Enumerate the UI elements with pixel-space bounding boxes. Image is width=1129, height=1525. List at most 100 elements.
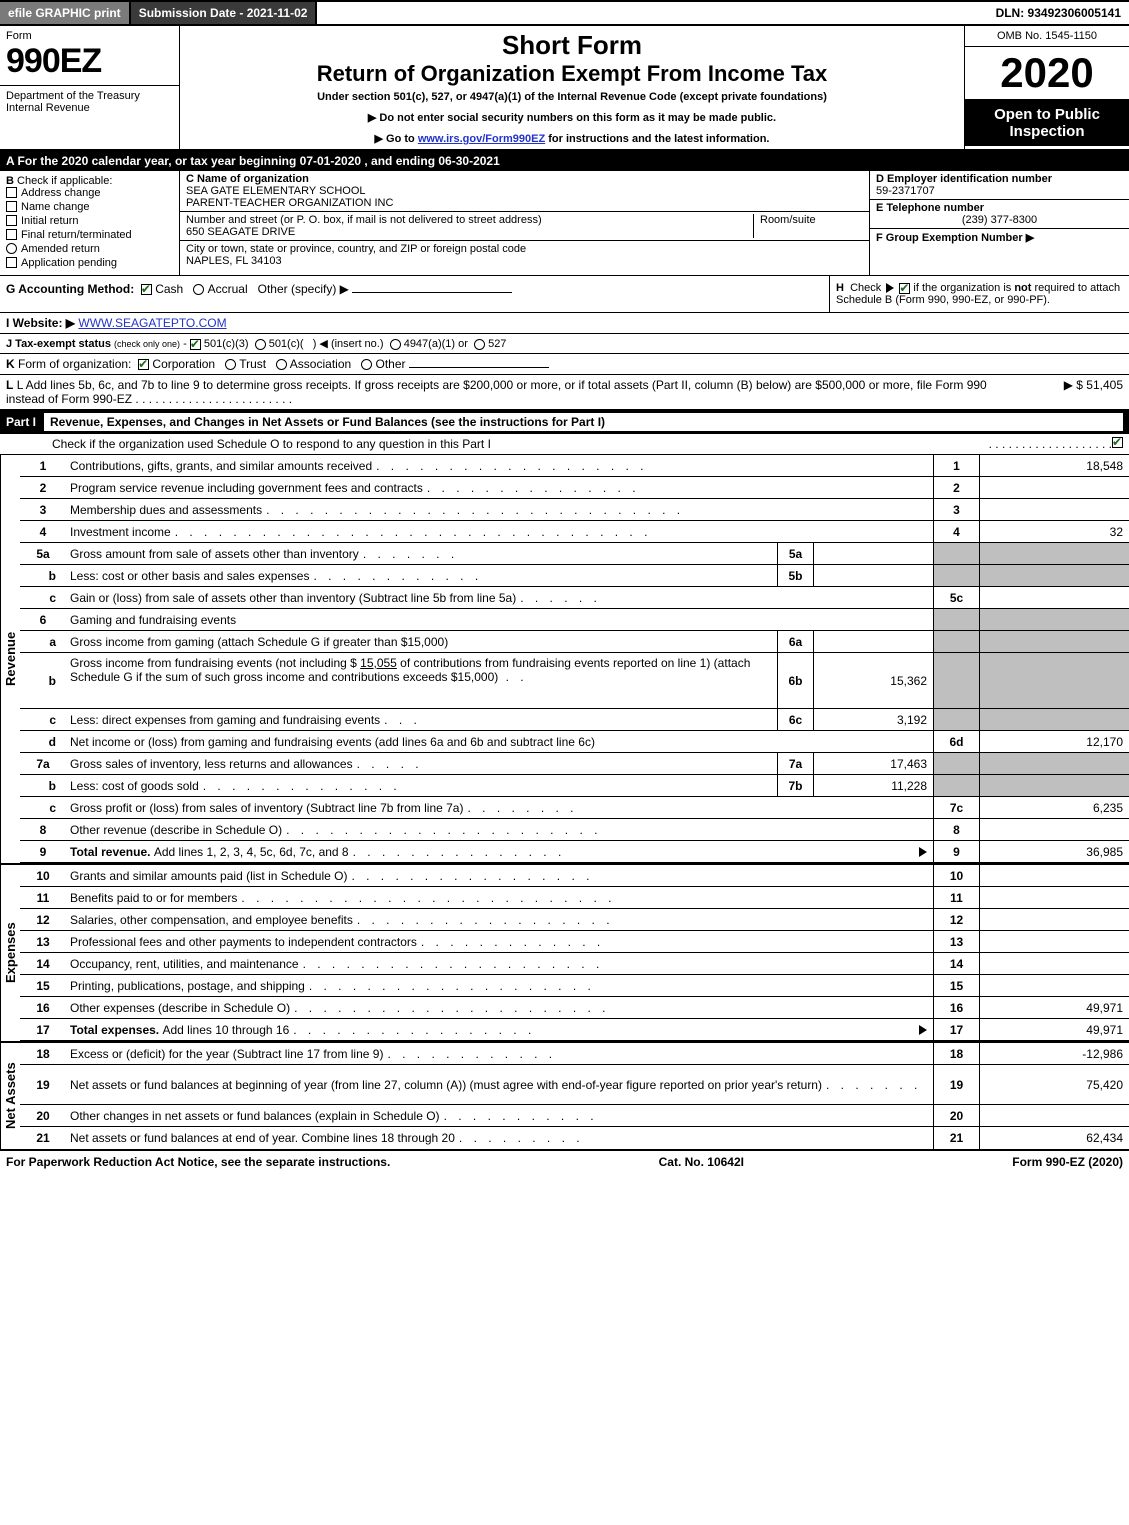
l-amount: ▶ $ 51,405 bbox=[1003, 378, 1123, 406]
fundraising-contrib-amount: 15,055 bbox=[360, 656, 397, 670]
efile-print-button[interactable]: efile GRAPHIC print bbox=[0, 2, 131, 24]
other-specify-line[interactable] bbox=[352, 292, 512, 293]
lbl-other: Other (specify) ▶ bbox=[258, 282, 349, 296]
col-c: C Name of organization SEA GATE ELEMENTA… bbox=[180, 171, 869, 275]
part1-title: Revenue, Expenses, and Changes in Net As… bbox=[44, 413, 1123, 431]
phone-value: (239) 377-8300 bbox=[876, 214, 1123, 226]
submission-date-button[interactable]: Submission Date - 2021-11-02 bbox=[131, 2, 318, 24]
footer-left: For Paperwork Reduction Act Notice, see … bbox=[6, 1155, 390, 1169]
chk-cash[interactable] bbox=[141, 284, 152, 295]
line-6b: b Gross income from fundraising events (… bbox=[20, 653, 1129, 709]
ln1-num: 1 bbox=[20, 455, 66, 476]
lbl-final-return: Final return/terminated bbox=[21, 229, 132, 241]
f-group-label: F Group Exemption Number ▶ bbox=[876, 232, 1034, 244]
triangle-icon bbox=[919, 847, 927, 857]
row-j: J Tax-exempt status (check only one) - 5… bbox=[0, 334, 1129, 354]
chk-527[interactable] bbox=[474, 339, 485, 350]
line-6c: c Less: direct expenses from gaming and … bbox=[20, 709, 1129, 731]
return-title: Return of Organization Exempt From Incom… bbox=[317, 61, 828, 87]
chk-initial-return[interactable] bbox=[6, 215, 17, 226]
other-org-line[interactable] bbox=[409, 367, 549, 368]
line-11: 11Benefits paid to or for members. . . .… bbox=[20, 887, 1129, 909]
footer-mid: Cat. No. 10642I bbox=[659, 1155, 744, 1169]
row-h: H Check if the organization is not requi… bbox=[829, 276, 1129, 312]
subtitle: Under section 501(c), 527, or 4947(a)(1)… bbox=[317, 91, 827, 103]
lbl-initial-return: Initial return bbox=[21, 215, 78, 227]
chk-accrual[interactable] bbox=[193, 284, 204, 295]
part1-label: Part I bbox=[6, 415, 44, 429]
chk-trust[interactable] bbox=[225, 359, 236, 370]
line-6d: d Net income or (loss) from gaming and f… bbox=[20, 731, 1129, 753]
goto-pre: ▶ Go to bbox=[375, 133, 418, 145]
chk-association[interactable] bbox=[276, 359, 287, 370]
org-name-1: SEA GATE ELEMENTARY SCHOOL bbox=[186, 185, 366, 197]
line-9: 9 Total revenue. Add lines 1, 2, 3, 4, 5… bbox=[20, 841, 1129, 863]
check-if-applicable: Check if applicable: bbox=[17, 175, 112, 187]
chk-address-change[interactable] bbox=[6, 187, 17, 198]
line-16: 16Other expenses (describe in Schedule O… bbox=[20, 997, 1129, 1019]
line-2: 2 Program service revenue including gove… bbox=[20, 477, 1129, 499]
line-7b: b Less: cost of goods sold. . . . . . . … bbox=[20, 775, 1129, 797]
line-10: 10Grants and similar amounts paid (list … bbox=[20, 865, 1129, 887]
top-bar: efile GRAPHIC print Submission Date - 20… bbox=[0, 0, 1129, 26]
i-label: I Website: ▶ bbox=[6, 316, 75, 330]
chk-name-change[interactable] bbox=[6, 201, 17, 212]
lbl-name-change: Name change bbox=[21, 201, 90, 213]
chk-501c3[interactable] bbox=[190, 339, 201, 350]
street-address: 650 SEAGATE DRIVE bbox=[186, 226, 295, 238]
line-7a: 7a Gross sales of inventory, less return… bbox=[20, 753, 1129, 775]
form-header: Form 990EZ Department of the Treasury In… bbox=[0, 26, 1129, 151]
lbl-application-pending: Application pending bbox=[21, 257, 117, 269]
chk-other-org[interactable] bbox=[361, 359, 372, 370]
line-7c: c Gross profit or (loss) from sales of i… bbox=[20, 797, 1129, 819]
col-de: D Employer identification number 59-2371… bbox=[869, 171, 1129, 275]
d-ein-label: D Employer identification number bbox=[876, 173, 1052, 185]
line-14: 14Occupancy, rent, utilities, and mainte… bbox=[20, 953, 1129, 975]
irs-link[interactable]: www.irs.gov/Form990EZ bbox=[418, 133, 545, 145]
row-i: I Website: ▶ WWW.SEAGATEPTO.COM bbox=[0, 313, 1129, 334]
line-19: 19Net assets or fund balances at beginni… bbox=[20, 1065, 1129, 1105]
ssn-warning: ▶ Do not enter social security numbers o… bbox=[368, 111, 776, 124]
side-expenses: Expenses bbox=[0, 865, 20, 1041]
ein-value: 59-2371707 bbox=[876, 185, 935, 197]
website-link[interactable]: WWW.SEAGATEPTO.COM bbox=[78, 316, 226, 330]
chk-amended-return[interactable] bbox=[6, 243, 17, 254]
b-heading: B bbox=[6, 175, 14, 187]
department-label: Department of the Treasury Internal Reve… bbox=[0, 85, 179, 118]
open-to-public: Open to Public Inspection bbox=[965, 100, 1129, 146]
col-b: B Check if applicable: Address change Na… bbox=[0, 171, 180, 275]
topbar-spacer bbox=[317, 2, 987, 24]
lbl-address-change: Address change bbox=[21, 187, 101, 199]
section-expenses: Expenses 10Grants and similar amounts pa… bbox=[0, 865, 1129, 1043]
chk-schedule-b-not-required[interactable] bbox=[899, 283, 910, 294]
line-12: 12Salaries, other compensation, and empl… bbox=[20, 909, 1129, 931]
line-13: 13Professional fees and other payments t… bbox=[20, 931, 1129, 953]
omb-number: OMB No. 1545-1150 bbox=[965, 26, 1129, 47]
tax-year: 2020 bbox=[965, 47, 1129, 100]
lbl-accrual: Accrual bbox=[208, 282, 248, 296]
header-left: Form 990EZ Department of the Treasury In… bbox=[0, 26, 180, 149]
part1-header: Part I Revenue, Expenses, and Changes in… bbox=[0, 410, 1129, 434]
row-g: G Accounting Method: Cash Accrual Other … bbox=[0, 276, 829, 312]
short-form-title: Short Form bbox=[502, 30, 642, 61]
header-right: OMB No. 1545-1150 2020 Open to Public In… bbox=[964, 26, 1129, 149]
chk-corporation[interactable] bbox=[138, 359, 149, 370]
row-l: L L Add lines 5b, 6c, and 7b to line 9 t… bbox=[0, 375, 1129, 410]
footer-right: Form 990-EZ (2020) bbox=[1012, 1155, 1123, 1169]
chk-application-pending[interactable] bbox=[6, 257, 17, 268]
chk-4947[interactable] bbox=[390, 339, 401, 350]
ln1-amt: 18,548 bbox=[979, 455, 1129, 476]
goto-post: for instructions and the latest informat… bbox=[545, 133, 769, 145]
line-17: 17Total expenses. Add lines 10 through 1… bbox=[20, 1019, 1129, 1041]
line-5b: b Less: cost or other basis and sales ex… bbox=[20, 565, 1129, 587]
schedule-o-check-row: Check if the organization used Schedule … bbox=[0, 434, 1129, 455]
section-netassets: Net Assets 18Excess or (deficit) for the… bbox=[0, 1043, 1129, 1151]
goto-line: ▶ Go to www.irs.gov/Form990EZ for instru… bbox=[375, 132, 770, 145]
chk-final-return[interactable] bbox=[6, 229, 17, 240]
line-4: 4 Investment income. . . . . . . . . . .… bbox=[20, 521, 1129, 543]
chk-schedule-o[interactable] bbox=[1112, 437, 1123, 448]
chk-501c[interactable] bbox=[255, 339, 266, 350]
row-a-tax-year: A For the 2020 calendar year, or tax yea… bbox=[0, 151, 1129, 171]
line-20: 20Other changes in net assets or fund ba… bbox=[20, 1105, 1129, 1127]
line-5a: 5a Gross amount from sale of assets othe… bbox=[20, 543, 1129, 565]
